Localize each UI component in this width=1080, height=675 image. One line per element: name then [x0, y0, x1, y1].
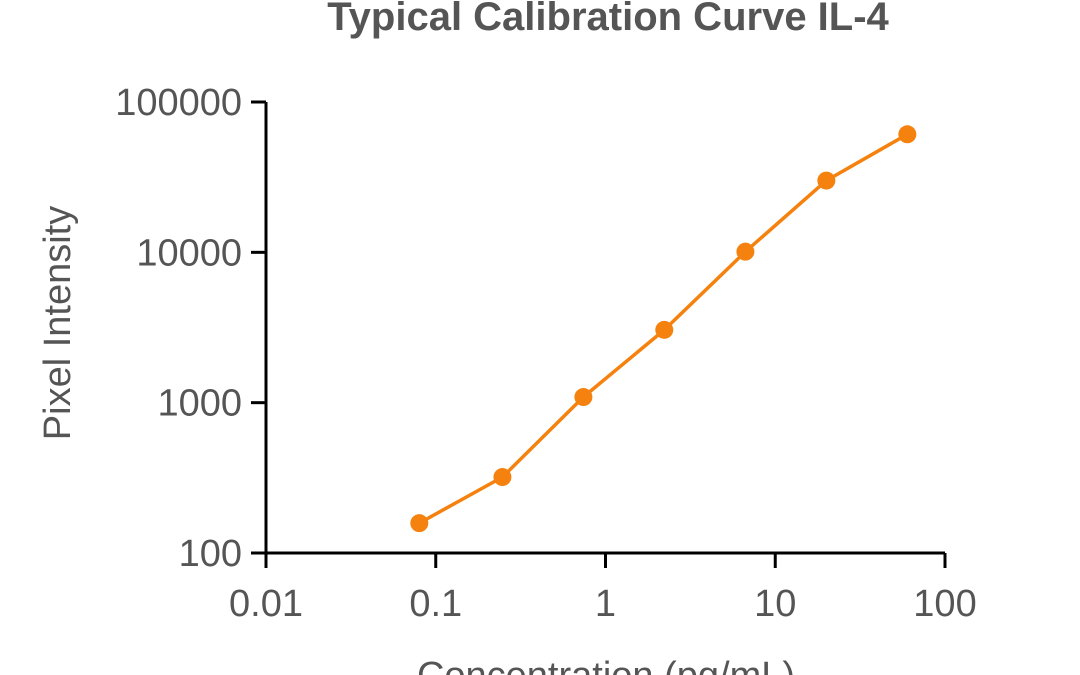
- y-tick-label: 100000: [115, 82, 242, 124]
- x-tick-label: 1: [595, 583, 616, 625]
- x-axis-label: Concentration (pg/mL): [417, 655, 795, 675]
- data-point: [410, 514, 429, 533]
- x-tick-label: 0.01: [229, 583, 303, 625]
- chart-title: Typical Calibration Curve IL-4: [327, 0, 889, 39]
- x-tick-label: 0.1: [409, 583, 462, 625]
- data-point: [655, 320, 674, 339]
- data-point: [817, 171, 836, 190]
- data-point: [493, 468, 512, 487]
- x-tick-label: 10: [754, 583, 796, 625]
- y-tick-label: 100: [179, 533, 242, 575]
- data-point: [736, 242, 755, 261]
- plot-area: 0.01 0.1 1 10 100 100 1000 10000 100000: [115, 82, 977, 625]
- x-tick-label: 100: [913, 583, 976, 625]
- data-point: [574, 388, 593, 407]
- y-tick-label: 10000: [136, 232, 242, 274]
- y-axis-label: Pixel Intensity: [37, 206, 79, 440]
- data-point: [898, 125, 917, 144]
- y-tick-label: 1000: [157, 383, 242, 425]
